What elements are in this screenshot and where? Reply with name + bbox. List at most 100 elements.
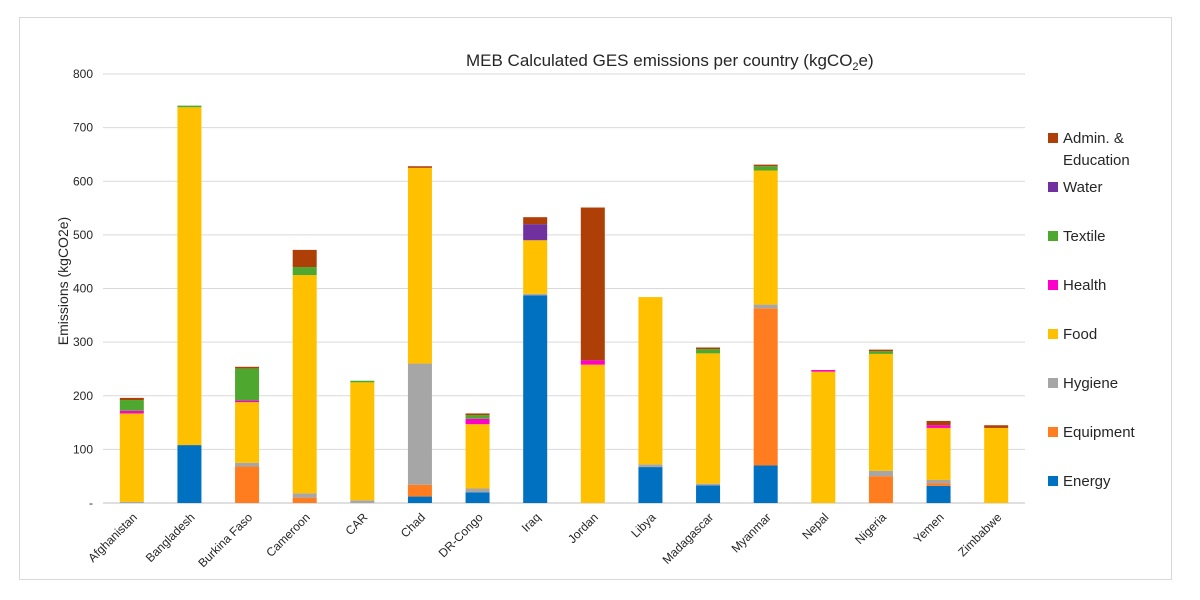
legend-swatch <box>1048 231 1058 241</box>
bar-madagascar-energy <box>696 485 721 503</box>
bar-dr-congo-textile <box>465 415 490 419</box>
x-tick-label: Nigeria <box>852 510 889 547</box>
bar-burkina-faso-admin-education <box>235 366 260 369</box>
x-tick-label: Chad <box>398 510 428 540</box>
legend-swatch <box>1048 329 1058 339</box>
bar-libya-food <box>638 297 663 465</box>
bar-myanmar-energy <box>753 465 778 503</box>
legend-label: Education <box>1063 152 1130 169</box>
legend-label: Admin. & <box>1063 130 1124 147</box>
bar-dr-congo-food <box>465 424 490 489</box>
x-tick-label: Iraq <box>519 510 544 535</box>
bar-afghanistan-hygiene <box>119 501 144 503</box>
bar-nigeria-equipment <box>868 476 893 503</box>
x-tick-label: Bangladesh <box>143 510 198 565</box>
legend-swatch <box>1048 280 1058 290</box>
bar-chad-admin-education <box>407 166 432 168</box>
bar-afghanistan-textile <box>119 400 144 411</box>
bar-chad-food <box>407 167 432 364</box>
legend: Admin. & Education Water Textile Health Food H… <box>1048 130 1136 490</box>
y-tick-label: 800 <box>73 67 93 81</box>
x-tick-label: Libya <box>628 510 658 540</box>
y-axis-ticks: - 100 200 300 400 500 600 700 800 <box>73 67 93 510</box>
bar-burkina-faso-hygiene <box>235 462 260 467</box>
y-tick-label: 500 <box>73 228 93 242</box>
bar-myanmar-admin-education <box>753 164 778 167</box>
legend-label: Energy <box>1063 473 1111 490</box>
y-tick-label: 700 <box>73 121 93 135</box>
x-tick-label: CAR <box>343 510 371 538</box>
bar-nepal-health <box>811 370 836 372</box>
x-tick-label: Burkina Faso <box>195 510 255 570</box>
bar-iraq-water <box>523 224 548 241</box>
bar-nepal-food <box>811 371 836 503</box>
bars <box>119 105 1009 503</box>
bar-dr-congo-hygiene <box>465 488 490 493</box>
bar-yemen-hygiene <box>926 479 951 484</box>
bar-myanmar-food <box>753 170 778 305</box>
legend-swatch <box>1048 427 1058 437</box>
y-tick-label: 200 <box>73 389 93 403</box>
bar-bangladesh-energy <box>177 445 202 503</box>
bar-jordan-health <box>580 360 605 365</box>
legend-label: Equipment <box>1063 424 1136 441</box>
x-tick-label: Madagascar <box>660 510 717 567</box>
bar-cameroon-equipment <box>292 497 317 503</box>
bar-afghanistan-admin-education <box>119 397 144 401</box>
bar-chad-hygiene <box>407 363 432 485</box>
chart-title-main: MEB Calculated GES emissions per country… <box>466 51 852 70</box>
legend-label: Food <box>1063 326 1097 343</box>
y-tick-label: 600 <box>73 174 93 188</box>
bar-cameroon-textile <box>292 267 317 276</box>
bar-myanmar-equipment <box>753 308 778 466</box>
x-tick-label: Cameroon <box>263 510 313 560</box>
bar-car-textile <box>350 380 375 383</box>
bar-yemen-energy <box>926 485 951 503</box>
bar-jordan-admin-education <box>580 207 605 361</box>
y-tick-label: 400 <box>73 282 93 296</box>
bar-madagascar-admin-education <box>696 347 721 350</box>
legend-label: Hygiene <box>1063 375 1118 392</box>
y-axis-title: Emissions (kgCO2e) <box>55 217 71 345</box>
chart-title: MEB Calculated GES emissions per country… <box>466 51 874 73</box>
bar-burkina-faso-textile <box>235 368 260 401</box>
bar-dr-congo-health <box>465 418 490 425</box>
bar-nigeria-textile <box>868 351 893 354</box>
stacked-bar-chart: MEB Calculated GES emissions per country… <box>55 51 1136 570</box>
legend-swatch <box>1048 182 1058 192</box>
bar-yemen-food <box>926 427 951 480</box>
bar-jordan-food <box>580 364 605 503</box>
bar-chad-equipment <box>407 484 432 497</box>
bar-yemen-health <box>926 425 951 428</box>
bar-nigeria-hygiene <box>868 470 893 477</box>
x-tick-label: Zimbabwe <box>955 510 1004 559</box>
bar-myanmar-textile <box>753 166 778 171</box>
chart-title-subscript: 2 <box>852 61 858 73</box>
bar-madagascar-textile <box>696 349 721 354</box>
bar-cameroon-food <box>292 275 317 494</box>
bar-bangladesh-textile <box>177 105 202 108</box>
bar-zimbabwe-admin-education <box>984 425 1009 428</box>
legend-label: Water <box>1063 179 1102 196</box>
bar-nigeria-food <box>868 353 893 471</box>
chart-frame: MEB Calculated GES emissions per country… <box>19 17 1172 580</box>
bar-yemen-equipment <box>926 483 951 486</box>
bar-burkina-faso-health <box>235 400 260 403</box>
bar-iraq-admin-education <box>523 217 548 225</box>
bar-dr-congo-admin-education <box>465 413 490 416</box>
bar-iraq-food <box>523 240 548 294</box>
legend-swatch <box>1048 133 1058 143</box>
bar-libya-energy <box>638 467 663 503</box>
legend-label: Health <box>1063 277 1106 294</box>
bar-iraq-hygiene <box>523 293 548 296</box>
bar-car-hygiene <box>350 500 375 503</box>
bar-chad-energy <box>407 496 432 503</box>
bar-nigeria-admin-education <box>868 349 893 352</box>
bar-afghanistan-food <box>119 413 144 502</box>
y-tick-label: - <box>89 496 93 510</box>
y-tick-label: 100 <box>73 442 93 456</box>
bar-afghanistan-health <box>119 410 144 414</box>
x-tick-label: Jordan <box>565 510 601 546</box>
bar-dr-congo-energy <box>465 492 490 503</box>
